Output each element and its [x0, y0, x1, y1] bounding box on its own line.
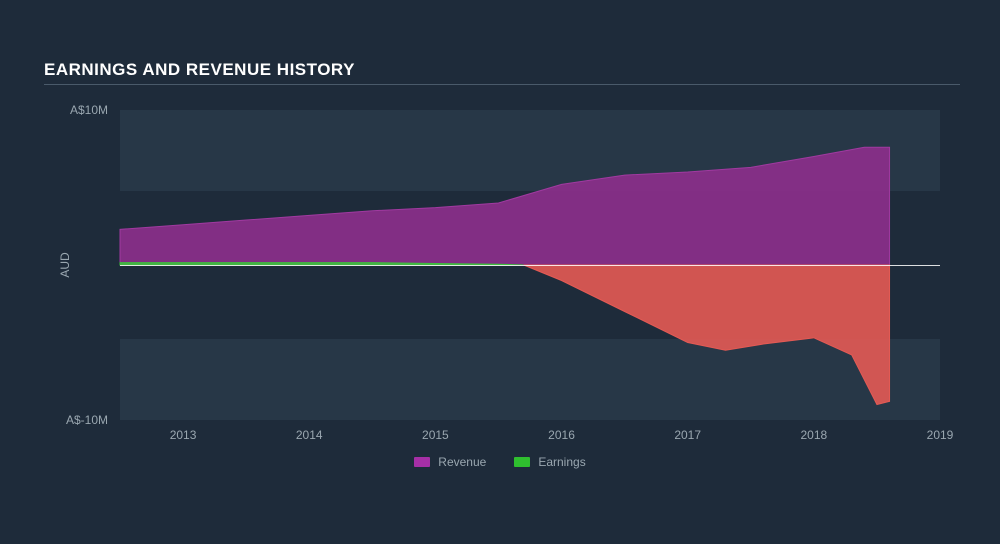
legend-swatch [414, 457, 430, 467]
legend-item: Earnings [514, 455, 585, 469]
legend-label: Earnings [538, 455, 585, 469]
legend: Revenue Earnings [0, 455, 1000, 469]
zero-line [120, 265, 940, 266]
legend-label: Revenue [438, 455, 486, 469]
chart-title: EARNINGS AND REVENUE HISTORY [44, 60, 355, 80]
y-axis-title: AUD [58, 252, 72, 277]
earnings-area-negative [524, 265, 890, 405]
legend-item: Revenue [414, 455, 486, 469]
plot-area [120, 110, 940, 420]
title-underline [44, 84, 960, 85]
y-label-top: A$10M [0, 103, 108, 117]
chart-container: EARNINGS AND REVENUE HISTORY A$10M A$-10… [0, 0, 1000, 544]
x-tick-label: 2019 [927, 428, 954, 442]
x-tick-label: 2016 [548, 428, 575, 442]
x-tick-label: 2013 [170, 428, 197, 442]
x-tick-label: 2014 [296, 428, 323, 442]
x-tick-label: 2017 [674, 428, 701, 442]
y-label-bottom: A$-10M [0, 413, 108, 427]
x-tick-label: 2015 [422, 428, 449, 442]
legend-swatch [514, 457, 530, 467]
x-tick-label: 2018 [800, 428, 827, 442]
revenue-area [120, 147, 890, 265]
